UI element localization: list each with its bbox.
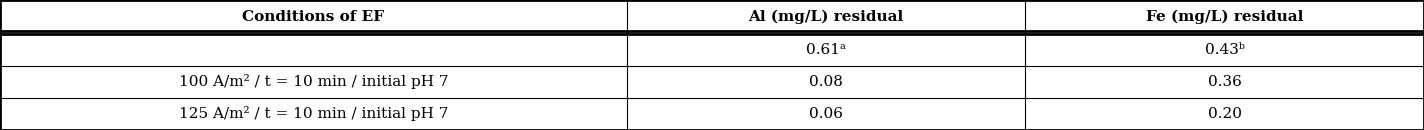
Text: Conditions of EF: Conditions of EF — [242, 10, 384, 24]
Bar — [627, 98, 1025, 130]
Text: 0.20: 0.20 — [1208, 107, 1242, 121]
Bar — [1025, 98, 1424, 130]
Bar — [1025, 0, 1424, 34]
Bar — [0, 98, 627, 130]
Text: 0.08: 0.08 — [809, 75, 843, 89]
Bar — [1025, 66, 1424, 98]
Text: Fe (mg/L) residual: Fe (mg/L) residual — [1146, 10, 1303, 24]
Text: Al (mg/L) residual: Al (mg/L) residual — [748, 10, 904, 24]
Text: 0.06: 0.06 — [809, 107, 843, 121]
Bar — [627, 0, 1025, 34]
Text: 0.36: 0.36 — [1208, 75, 1242, 89]
Bar — [1025, 34, 1424, 66]
Bar — [0, 0, 627, 34]
Bar — [627, 34, 1025, 66]
Text: 0.43ᵇ: 0.43ᵇ — [1205, 43, 1245, 57]
Bar — [627, 66, 1025, 98]
Bar — [0, 34, 627, 66]
Bar — [0, 66, 627, 98]
Text: 100 A/m² / t = 10 min / initial pH 7: 100 A/m² / t = 10 min / initial pH 7 — [178, 74, 449, 89]
Text: 0.61ᵃ: 0.61ᵃ — [806, 43, 846, 57]
Text: 125 A/m² / t = 10 min / initial pH 7: 125 A/m² / t = 10 min / initial pH 7 — [178, 106, 449, 121]
